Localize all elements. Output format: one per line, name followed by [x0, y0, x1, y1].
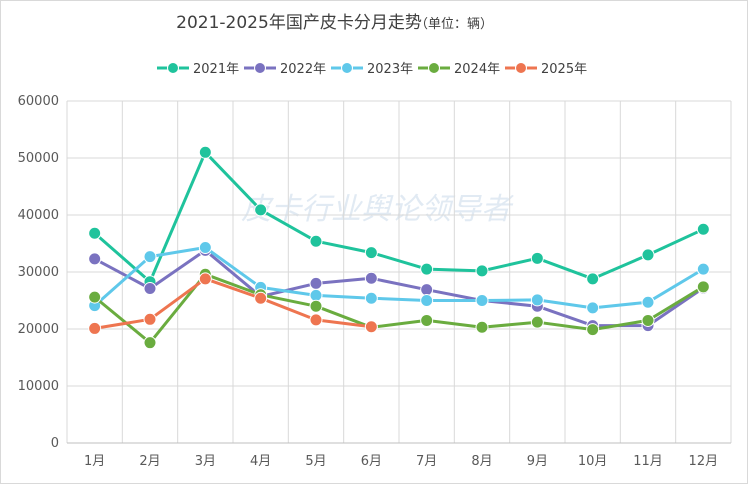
data-point — [641, 295, 655, 309]
grid-lines — [66, 100, 732, 444]
chart-title: 2021-2025年国产皮卡分月走势 — [176, 13, 422, 33]
data-point — [143, 336, 157, 350]
x-tick-label: 6月 — [361, 454, 382, 469]
x-tick-label: 3月 — [195, 454, 216, 469]
data-point — [530, 315, 544, 329]
y-tick-label: 10000 — [18, 379, 59, 394]
y-tick-label: 60000 — [18, 94, 59, 109]
legend-item: 2021年 — [157, 62, 239, 77]
legend-label: 2024年 — [454, 62, 500, 77]
x-tick-label: 5月 — [305, 454, 326, 469]
chart-title-unit: （单位：辆） — [415, 17, 493, 32]
legend: 2021年 2022年 2023年 2024年 2025年 — [157, 62, 587, 77]
data-point — [420, 283, 434, 297]
data-point — [143, 282, 157, 296]
x-tick-label: 4月 — [250, 454, 271, 469]
data-point — [364, 291, 378, 305]
y-tick-label: 30000 — [18, 265, 59, 280]
x-axis: 1月 2月 3月 4月 5月 6月 7月 8月 9月 10月 11月 12月 — [84, 454, 718, 469]
x-tick-label: 10月 — [578, 454, 608, 469]
legend-marker — [254, 62, 266, 74]
x-tick-label: 11月 — [633, 454, 663, 469]
data-point — [143, 250, 157, 264]
legend-item: 2024年 — [418, 62, 500, 77]
data-point — [530, 251, 544, 265]
data-point — [586, 272, 600, 286]
series-2023年 — [88, 240, 710, 315]
data-point — [88, 321, 102, 335]
legend-marker — [428, 62, 440, 74]
x-tick-label: 8月 — [471, 454, 492, 469]
watermark-text: 皮卡行业舆论领导者 — [241, 192, 514, 227]
x-tick-label: 9月 — [527, 454, 548, 469]
watermark: 皮卡行业舆论领导者 — [241, 192, 514, 227]
legend-marker — [341, 62, 353, 74]
x-tick-label: 1月 — [84, 454, 105, 469]
data-point — [530, 293, 544, 307]
data-point — [586, 323, 600, 337]
data-point — [420, 294, 434, 307]
legend-label: 2021年 — [193, 62, 239, 77]
data-point — [309, 299, 323, 313]
legend-label: 2022年 — [280, 62, 326, 77]
x-tick-label: 2月 — [139, 454, 160, 469]
data-point — [309, 313, 323, 327]
data-point — [364, 271, 378, 285]
legend-label: 2023年 — [367, 62, 413, 77]
data-point — [364, 246, 378, 260]
y-axis: 0 10000 20000 30000 40000 50000 60000 — [18, 94, 59, 451]
data-point — [586, 301, 600, 315]
data-point — [88, 226, 102, 240]
series-line — [93, 277, 373, 330]
data-point — [198, 145, 212, 159]
data-point — [309, 234, 323, 248]
x-tick-label: 12月 — [689, 454, 719, 469]
data-point — [254, 291, 268, 305]
data-point — [641, 248, 655, 262]
series-line — [93, 248, 705, 328]
data-point — [143, 312, 157, 326]
legend-item: 2022年 — [244, 62, 326, 77]
x-tick-label: 7月 — [416, 454, 437, 469]
data-point — [696, 222, 710, 236]
legend-marker — [515, 62, 527, 74]
data-point — [696, 280, 710, 294]
data-point — [309, 276, 323, 290]
data-point — [420, 313, 434, 327]
y-tick-label: 50000 — [18, 151, 59, 166]
data-point — [475, 264, 489, 278]
data-point — [420, 262, 434, 276]
data-point — [696, 262, 710, 276]
legend-item: 2023年 — [331, 62, 413, 77]
series-2021年 — [88, 145, 710, 289]
legend-item: 2025年 — [505, 62, 587, 77]
legend-marker — [167, 62, 179, 74]
data-point — [198, 240, 212, 254]
data-point — [475, 320, 489, 334]
data-point — [198, 272, 212, 286]
y-tick-label: 0 — [51, 436, 59, 451]
series-line — [93, 150, 705, 284]
series-line — [93, 246, 705, 310]
data-point — [254, 203, 268, 217]
y-tick-label: 20000 — [18, 322, 59, 337]
series-group — [88, 145, 710, 350]
data-point — [88, 290, 102, 304]
y-tick-label: 40000 — [18, 208, 59, 223]
legend-label: 2025年 — [541, 62, 587, 77]
data-point — [475, 294, 489, 307]
data-point — [88, 252, 102, 266]
data-point — [641, 313, 655, 327]
series-2025年 — [88, 272, 378, 335]
data-point — [309, 288, 323, 302]
data-point — [364, 320, 378, 334]
